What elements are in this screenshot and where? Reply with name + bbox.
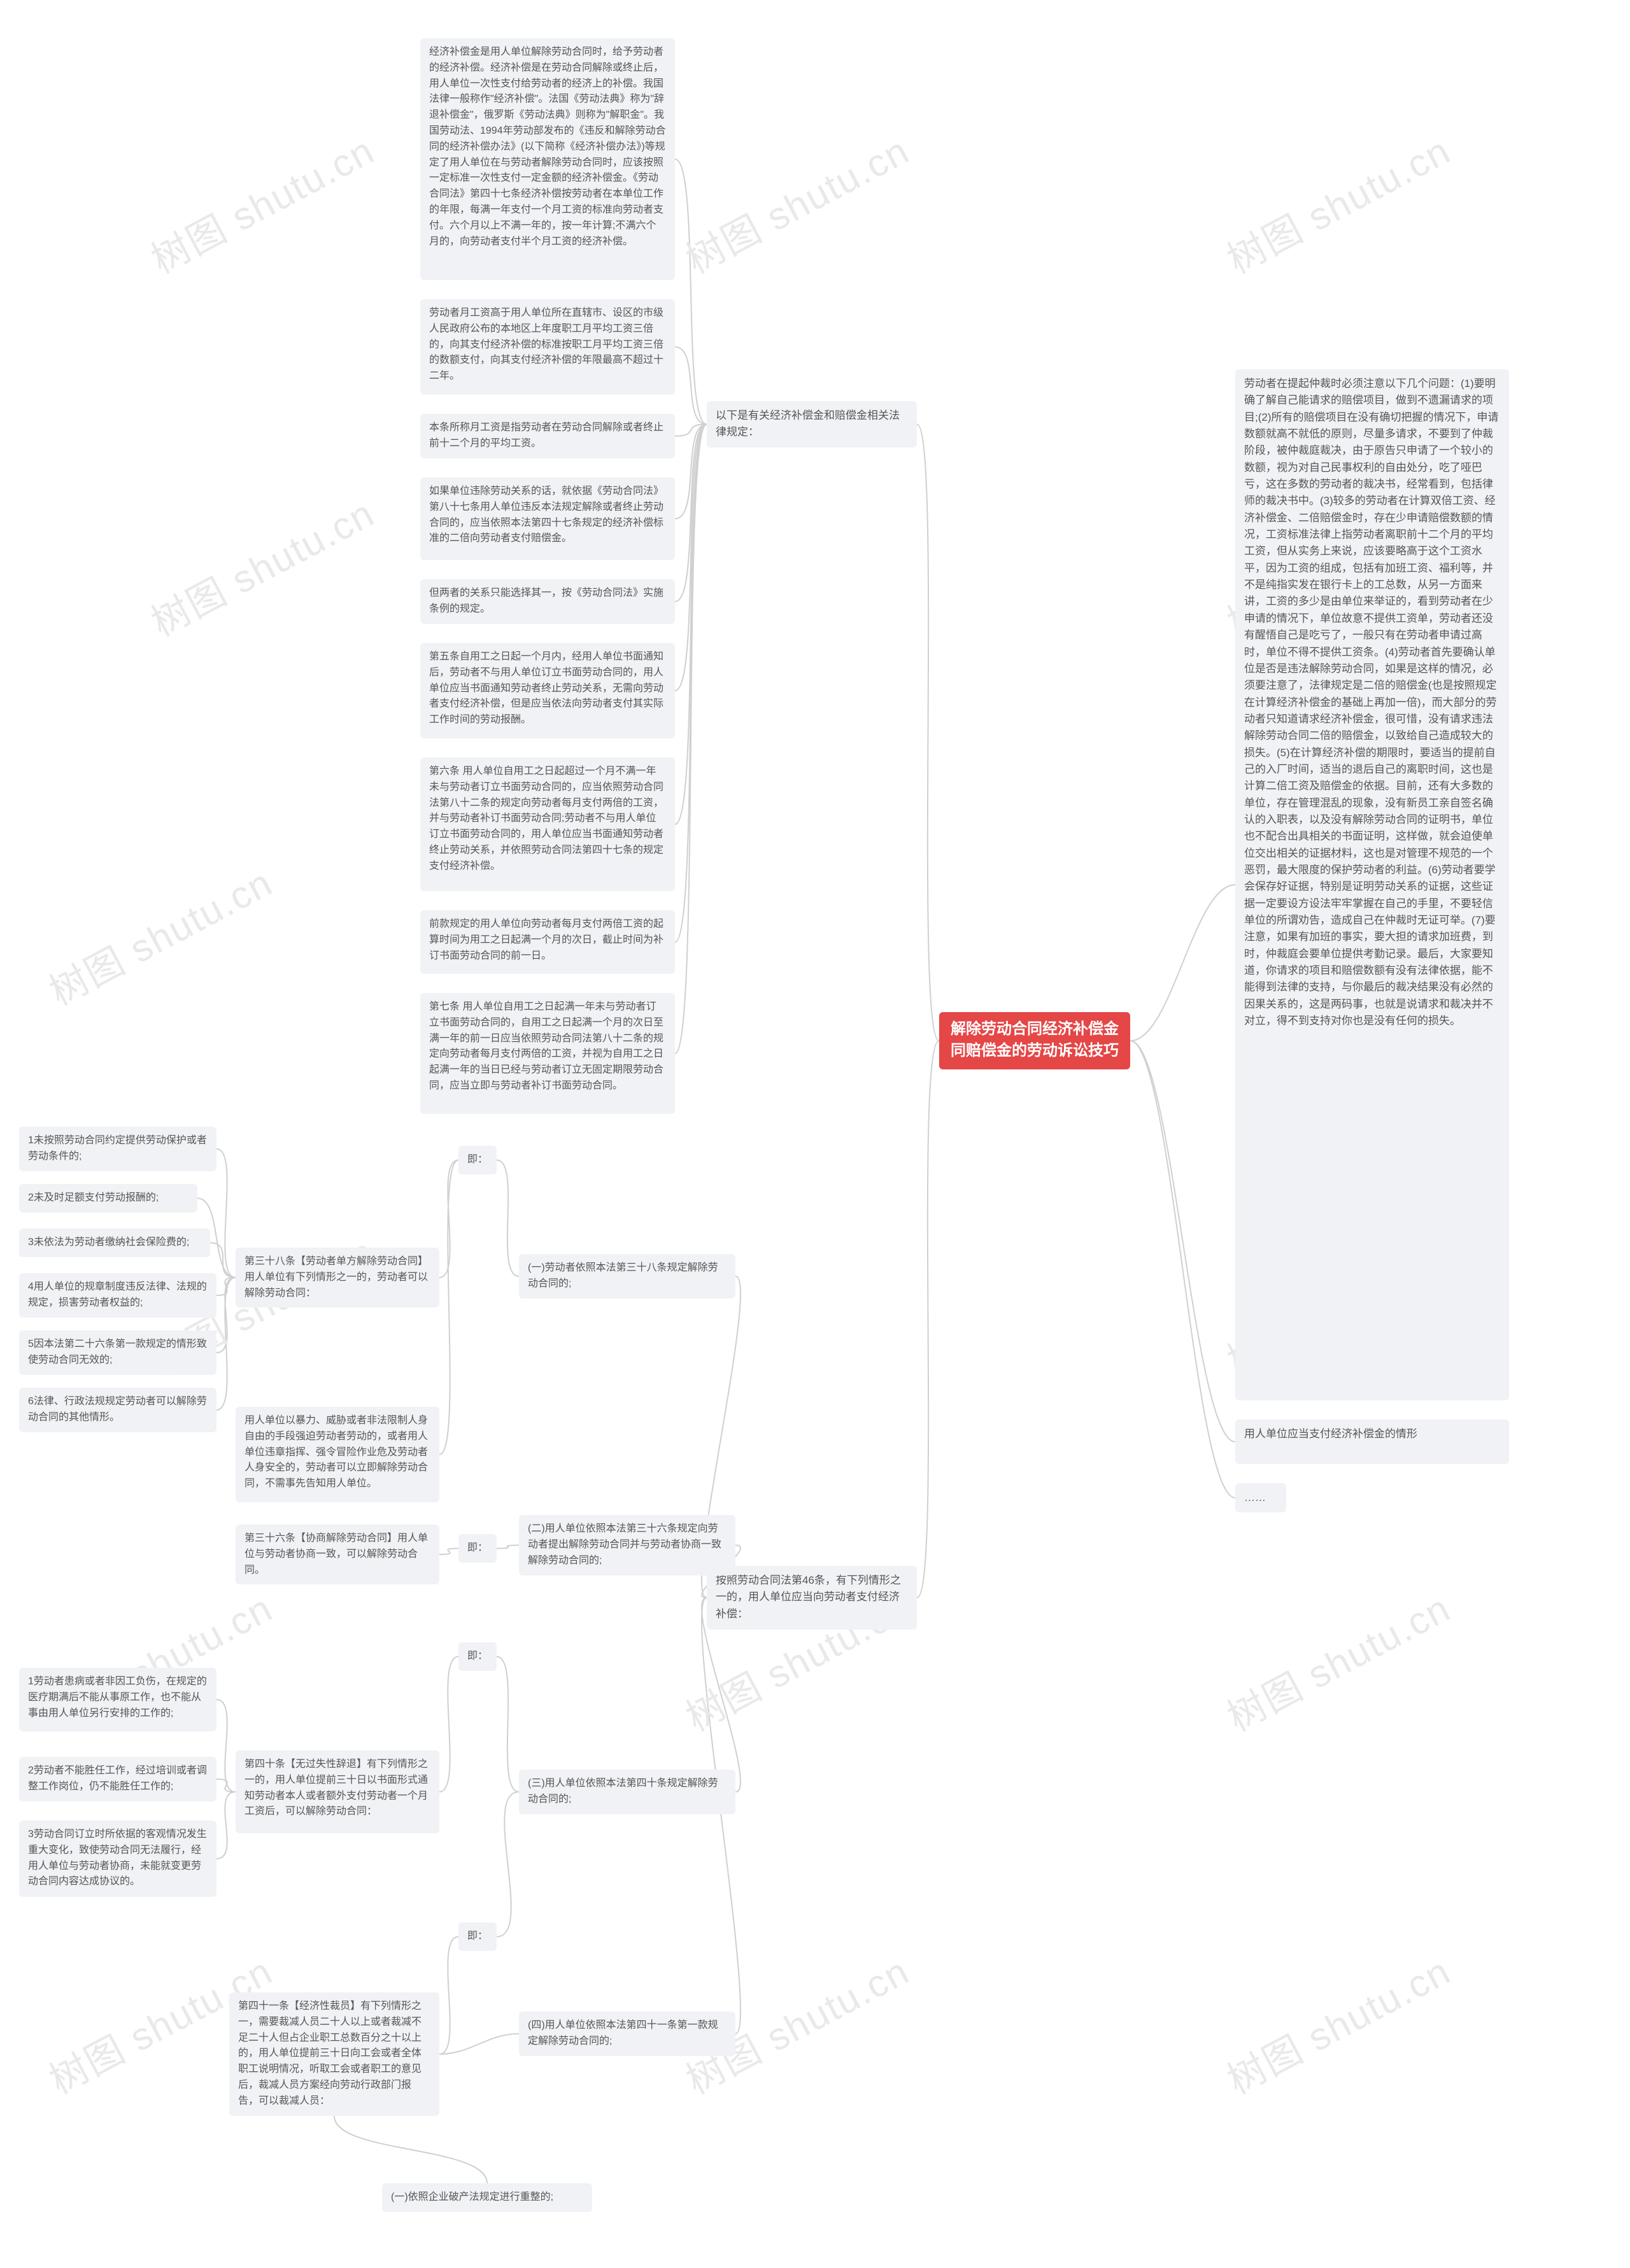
art38-item-5: 5因本法第二十六条第一款规定的情形致使劳动合同无效的; (19, 1330, 216, 1375)
law-either-one: 但两者的关系只能选择其一，按《劳动合同法》实施条例的规定。 (420, 579, 675, 624)
watermark: 树图 shutu.cn (38, 852, 281, 1017)
watermark: 树图 shutu.cn (1216, 1578, 1459, 1742)
case-4-art41-1: (四)用人单位依照本法第四十一条第一款规定解除劳动合同的; (519, 2011, 735, 2056)
legal-basis-heading: 以下是有关经济补偿金和赔偿金相关法律规定： (707, 401, 917, 447)
watermark: 树图 shutu.cn (140, 483, 383, 647)
article-41: 第四十一条【经济性裁员】有下列情形之一，需要裁减人员二十人以上或者裁减不足二十人… (229, 1992, 439, 2116)
law-high-salary-cap: 劳动者月工资高于用人单位所在直辖市、设区的市级人民政府公布的本地区上年度职工月平… (420, 299, 675, 395)
annot-ji-2: 即： (458, 1534, 497, 1563)
annot-ji-3: 即： (458, 1642, 497, 1671)
law-article-7: 第七条 用人单位自用工之日起满一年未与劳动者订立书面劳动合同的，自用工之日起满一… (420, 993, 675, 1114)
article-38: 第三十八条【劳动者单方解除劳动合同】用人单位有下列情形之一的，劳动者可以解除劳动… (236, 1248, 439, 1307)
art38-item-1: 1未按照劳动合同约定提供劳动保护或者劳动条件的; (19, 1127, 216, 1171)
watermark: 树图 shutu.cn (1216, 1941, 1459, 2105)
art38-item-4: 4用人单位的规章制度违反法律、法规的规定，损害劳动者权益的; (19, 1273, 216, 1318)
art38-item-3: 3未依法为劳动者缴纳社会保险费的; (19, 1229, 210, 1257)
article-36: 第三十六条【协商解除劳动合同】用人单位与劳动者协商一致，可以解除劳动合同。 (236, 1525, 439, 1584)
law-monthly-wage-def: 本条所称月工资是指劳动者在劳动合同解除或者终止前十二个月的平均工资。 (420, 414, 675, 458)
annot-ji-1: 即： (458, 1146, 497, 1174)
watermark: 树图 shutu.cn (140, 120, 383, 285)
art40-item-3: 3劳动合同订立时所依据的客观情况发生重大变化，致使劳动合同无法履行，经用人单位与… (19, 1821, 216, 1897)
law-article-5: 第五条自用工之日起一个月内，经用人单位书面通知后，劳动者不与用人单位订立书面劳动… (420, 643, 675, 738)
art38-item-2: 2未及时足额支付劳动报酬的; (19, 1184, 197, 1213)
law-article-87: 如果单位违除劳动关系的话，就依据《劳动合同法》第八十七条用人单位违反本法规定解除… (420, 477, 675, 560)
watermark: 树图 shutu.cn (675, 120, 918, 285)
law-article-6: 第六条 用人单位自用工之日起超过一个月不满一年未与劳动者订立书面劳动合同的，应当… (420, 757, 675, 891)
right-ellipsis: …… (1235, 1483, 1286, 1512)
article-38-violence: 用人单位以暴力、威胁或者非法限制人身自由的手段强迫劳动者劳动的，或者用人单位违章… (236, 1407, 439, 1502)
law-def-compensation: 经济补偿金是用人单位解除劳动合同时，给予劳动者的经济补偿。经济补偿是在劳动合同解… (420, 38, 675, 280)
case-3-art40: (三)用人单位依照本法第四十条规定解除劳动合同的; (519, 1770, 735, 1814)
art41-item-1: (一)依照企业破产法规定进行重整的; (382, 2183, 592, 2212)
watermark: 树图 shutu.cn (1216, 120, 1459, 285)
root-title: 解除劳动合同经济补偿金 同赔偿金的劳动诉讼技巧 (939, 1012, 1130, 1069)
right-liability-heading: 用人单位应当支付经济补偿金的情形 (1235, 1419, 1509, 1464)
annot-ji-4: 即： (458, 1922, 497, 1951)
article-46-heading: 按照劳动合同法第46条，有下列情形之一的，用人单位应当向劳动者支付经济补偿： (707, 1566, 917, 1630)
art40-item-2: 2劳动者不能胜任工作，经过培训或者调整工作岗位，仍不能胜任工作的; (19, 1757, 216, 1801)
art38-item-6: 6法律、行政法规规定劳动者可以解除劳动合同的其他情形。 (19, 1388, 216, 1432)
case-2-art36: (二)用人单位依照本法第三十六条规定向劳动者提出解除劳动合同并与劳动者协商一致解… (519, 1515, 735, 1575)
article-40: 第四十条【无过失性辞退】有下列情形之一的，用人单位提前三十日以书面形式通知劳动者… (236, 1750, 439, 1833)
diagram-canvas: 树图 shutu.cn 树图 shutu.cn 树图 shutu.cn 树图 shut… (0, 0, 1630, 2268)
case-1-art38: (一)劳动者依照本法第三十八条规定解除劳动合同的; (519, 1254, 735, 1299)
law-double-wage-period: 前款规定的用人单位向劳动者每月支付两倍工资的起算时间为用工之日起满一个月的次日，… (420, 910, 675, 974)
right-advice-block: 劳动者在提起仲裁时必须注意以下几个问题：(1)要明确了解自己能请求的赔偿项目，做… (1235, 369, 1509, 1400)
art40-item-1: 1劳动者患病或者非因工负伤，在规定的医疗期满后不能从事原工作，也不能从事由用人单… (19, 1668, 216, 1731)
